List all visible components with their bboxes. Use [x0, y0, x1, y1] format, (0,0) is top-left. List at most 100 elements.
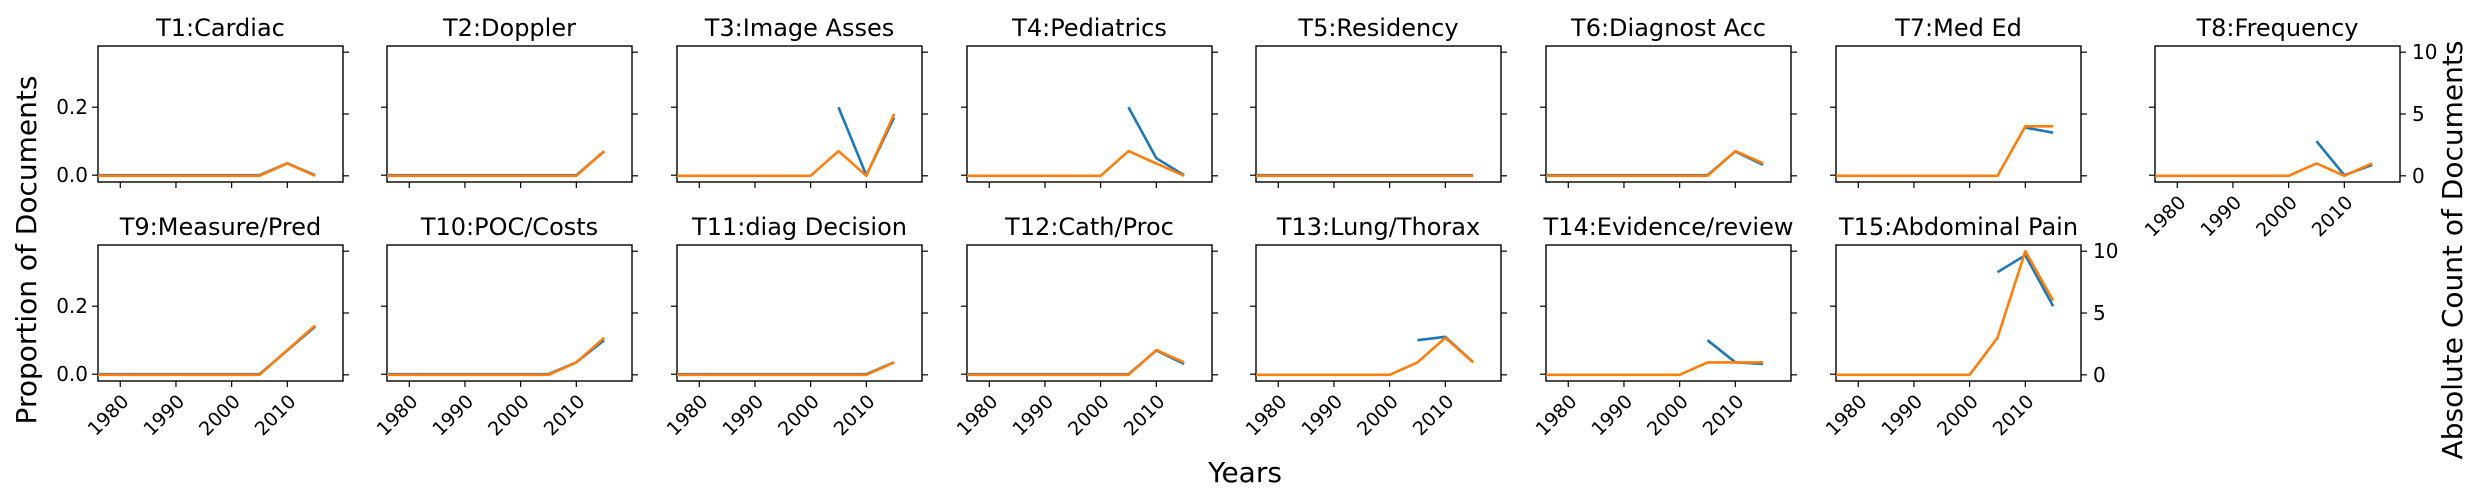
x-tick-label: 1990 [1587, 391, 1637, 441]
subplot-title: T3:Image Asses [704, 14, 895, 42]
x-tick-label: 1990 [428, 391, 478, 441]
subplot-4: T4:Pediatrics [961, 14, 1218, 188]
count-line [677, 113, 896, 178]
y-tick-label-right: 10 [2412, 40, 2437, 64]
x-tick-label: 2000 [1643, 391, 1693, 441]
y-tick-label-right: 0 [2412, 164, 2425, 188]
subplot-title: T14:Evidence/review [1543, 213, 1794, 241]
count-line [1546, 361, 1764, 377]
y-tick-label-left: 0.0 [56, 362, 88, 386]
x-tick-label: 1980 [373, 391, 423, 441]
subplot-14: T14:Evidence/review 1980 1990 2000 2010 [1532, 213, 1797, 440]
subplot-title: T5:Residency [1297, 14, 1458, 42]
count-line [967, 348, 1185, 377]
axes-frame [1255, 244, 1502, 382]
y-tick-label-left: 0.0 [56, 163, 88, 187]
y-tick-label-right: 10 [2093, 239, 2118, 263]
count-line [1836, 249, 2055, 377]
x-tick-label: 2010 [1989, 391, 2039, 441]
proportion-line [837, 106, 896, 177]
subplot-7: T7:Med Ed [1830, 14, 2087, 188]
count-line [967, 149, 1185, 178]
proportion-line [1127, 106, 1185, 177]
y-axis-label-left: Proportion of Documents [10, 76, 43, 425]
count-line [1546, 149, 1764, 178]
axes-frame [1835, 244, 2082, 382]
x-tick-label: 1990 [718, 391, 768, 441]
subplot-title: T15:Abdominal Pain [1838, 213, 2078, 241]
proportion-line [2025, 126, 2054, 134]
subplot-5: T5:Residency [1250, 14, 1507, 188]
count-line [98, 162, 316, 178]
x-tick-label: 2000 [1933, 391, 1983, 441]
x-tick-label: 2000 [1353, 391, 1403, 441]
axes-frame [1545, 244, 1792, 382]
x-tick-label: 1990 [1297, 391, 1347, 441]
count-line [677, 361, 895, 377]
proportion-line [2315, 140, 2373, 177]
axes-frame [386, 244, 633, 382]
count-line [2155, 162, 2373, 178]
x-tick-label: 1990 [139, 391, 189, 441]
x-tick-label: 1980 [953, 391, 1003, 441]
subplot-title: T7:Med Ed [1894, 14, 2022, 42]
x-tick-label: 2010 [1120, 391, 1170, 441]
axes-frame [1835, 45, 2082, 183]
subplot-title: T6:Diagnost Acc [1570, 14, 1766, 42]
x-tick-label: 1990 [2196, 192, 2246, 242]
proportion-line [1706, 339, 1764, 366]
x-tick-label: 2010 [540, 391, 590, 441]
proportion-line [1996, 253, 2055, 307]
x-tick-label: 2000 [484, 391, 534, 441]
count-line [387, 150, 606, 178]
subplot-1: T1:Cardiac 0.0 0.2 [56, 14, 349, 188]
subplot-6: T6:Diagnost Acc [1540, 14, 1797, 188]
x-tick-label: 1990 [1877, 391, 1927, 441]
subplot-10: T10:POC/Costs 1980 1990 2000 2010 [373, 213, 638, 440]
proportion-line [677, 361, 895, 376]
axes-frame [386, 45, 633, 183]
count-line [1836, 125, 2054, 178]
proportion-line [387, 150, 606, 177]
x-tick-label: 1980 [84, 391, 134, 441]
x-tick-label: 1980 [1532, 391, 1582, 441]
x-tick-label: 1980 [1822, 391, 1872, 441]
subplot-title: T8:Frequency [2196, 14, 2359, 42]
x-tick-label: 1980 [2141, 192, 2191, 242]
x-tick-label: 2000 [2252, 192, 2302, 242]
subplot-13: T13:Lung/Thorax 1980 1990 2000 2010 [1242, 213, 1507, 440]
subplot-8: T8:Frequency 1980 1990 2000 2010 0 5 10 [2141, 14, 2438, 241]
x-axis-label: Years [1207, 456, 1282, 489]
y-tick-label-right: 5 [2412, 102, 2425, 126]
x-tick-label: 2010 [251, 391, 301, 441]
x-tick-label: 2000 [1064, 391, 1114, 441]
x-tick-label: 1980 [663, 391, 713, 441]
y-tick-label-left: 0.2 [56, 95, 88, 119]
subplot-title: T1:Cardiac [155, 14, 285, 42]
subplot-9: T9:Measure/Pred 1980 1990 2000 2010 0.0 0.2 [56, 213, 349, 440]
y-tick-label-right: 0 [2093, 363, 2106, 387]
axes-frame [676, 244, 923, 382]
subplot-title: T2:Doppler [442, 14, 576, 42]
subplot-title: T9:Measure/Pred [119, 213, 322, 241]
subplot-title: T11:diag Decision [691, 213, 907, 241]
count-line [1256, 336, 1475, 377]
y-axis-label-right: Absolute Count of Documents [2436, 41, 2469, 460]
x-tick-label: 1990 [1008, 391, 1058, 441]
subplot-3: T3:Image Asses [671, 14, 928, 188]
count-line [387, 336, 606, 377]
x-tick-label: 2010 [2308, 192, 2358, 242]
subplot-15: T15:Abdominal Pain 1980 1990 2000 2010 0 5 10 [1822, 213, 2119, 440]
x-tick-label: 2010 [1409, 391, 1459, 441]
proportion-line [1417, 335, 1475, 364]
axes-frame [97, 244, 344, 382]
subplot-2: T2:Doppler [381, 14, 638, 188]
proportion-line [387, 339, 605, 376]
axes-frame [2154, 45, 2401, 183]
x-tick-label: 2010 [1699, 391, 1749, 441]
axes-frame [676, 45, 923, 183]
x-tick-label: 2010 [830, 391, 880, 441]
count-line [98, 324, 317, 377]
proportion-line [98, 325, 317, 376]
